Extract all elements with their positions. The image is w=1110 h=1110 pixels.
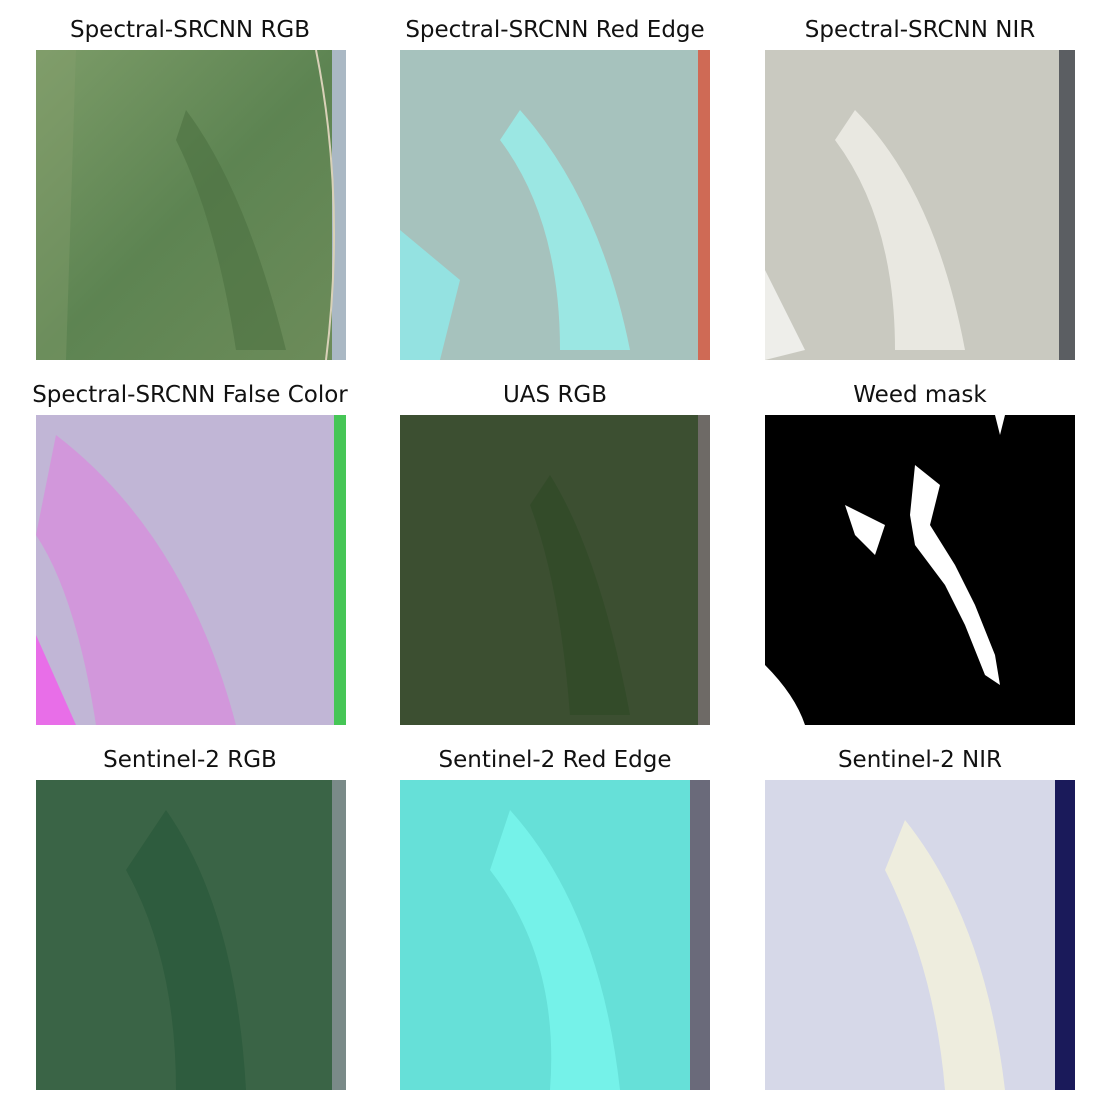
srcnn-red-edge-image	[400, 50, 710, 360]
panel-title-uas-rgb: UAS RGB	[502, 382, 608, 408]
srcnn-rgb-image	[36, 50, 346, 360]
panel-title-srcnn-false-color: Spectral-SRCNN False Color	[32, 382, 348, 408]
panel-title-s2-nir: Sentinel-2 NIR	[837, 747, 1003, 773]
panel-title-srcnn-nir: Spectral-SRCNN NIR	[804, 17, 1036, 43]
srcnn-false-color-image	[36, 415, 346, 725]
panel-title-srcnn-red-edge: Spectral-SRCNN Red Edge	[405, 17, 705, 43]
panel-title-s2-red-edge: Sentinel-2 Red Edge	[438, 747, 672, 773]
panel-title-s2-rgb: Sentinel-2 RGB	[103, 747, 277, 773]
s2-red-edge-image	[400, 780, 710, 1090]
weed-mask-image	[765, 415, 1075, 725]
s2-nir-image	[765, 780, 1075, 1090]
srcnn-nir-image	[765, 50, 1075, 360]
uas-rgb-image	[400, 415, 710, 725]
s2-rgb-image	[36, 780, 346, 1090]
panel-title-weed-mask: Weed mask	[853, 382, 987, 408]
panel-title-srcnn-rgb: Spectral-SRCNN RGB	[69, 17, 311, 43]
